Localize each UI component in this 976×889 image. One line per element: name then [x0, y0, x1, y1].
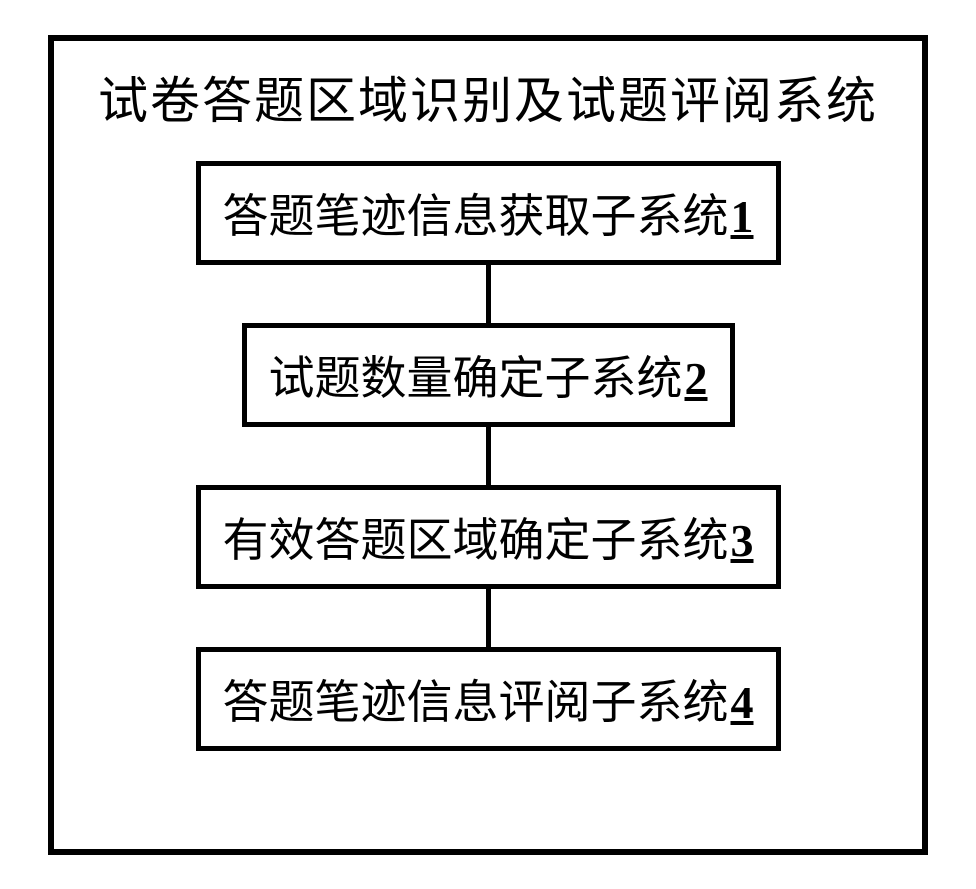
node-3-number: 3	[731, 514, 754, 567]
node-1: 答题笔迹信息获取子系统 1	[196, 161, 781, 265]
system-container: 试卷答题区域识别及试题评阅系统 答题笔迹信息获取子系统 1 试题数量确定子系统 …	[48, 35, 928, 855]
node-4-label: 答题笔迹信息评阅子系统	[223, 666, 729, 732]
node-4: 答题笔迹信息评阅子系统 4	[196, 647, 781, 751]
diagram-title: 试卷答题区域识别及试题评阅系统	[98, 61, 878, 133]
connector-2-3	[486, 427, 491, 485]
connector-1-2	[486, 265, 491, 323]
node-2-label: 试题数量确定子系统	[269, 342, 683, 408]
connector-3-4	[486, 589, 491, 647]
node-4-number: 4	[731, 676, 754, 729]
node-3-label: 有效答题区域确定子系统	[223, 504, 729, 570]
node-1-number: 1	[731, 190, 754, 243]
node-1-label: 答题笔迹信息获取子系统	[223, 180, 729, 246]
node-3: 有效答题区域确定子系统 3	[196, 485, 781, 589]
node-2-number: 2	[685, 352, 708, 405]
node-2: 试题数量确定子系统 2	[242, 323, 735, 427]
